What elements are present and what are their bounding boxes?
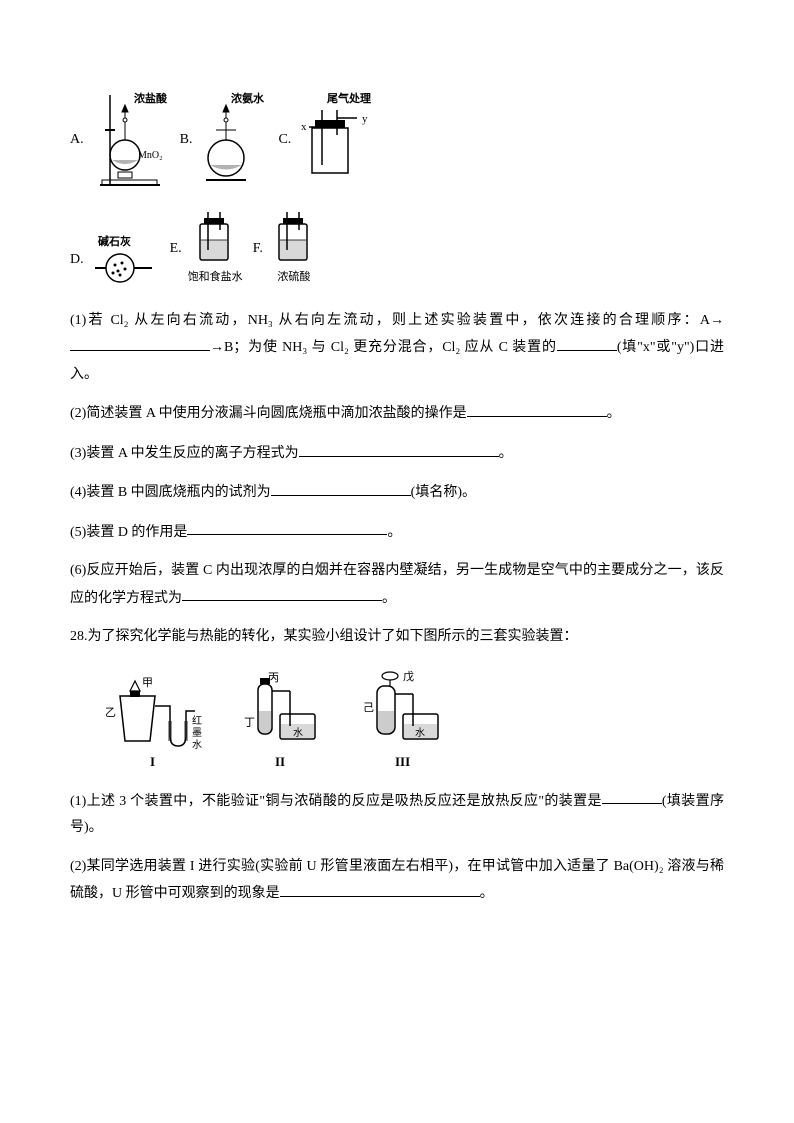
q2-blank (467, 400, 607, 417)
label-F: F. (253, 236, 263, 263)
caption-E: 饱和食盐水 (188, 267, 243, 288)
diagram-C: C. 尾气处理 x y (278, 90, 377, 190)
diagram-B: B. 浓氨水 (180, 90, 269, 190)
diagram-A: A. 浓盐酸 MnO₂ (70, 90, 170, 190)
q28-2-suffix: 。 (480, 886, 494, 901)
q5-suffix: 。 (387, 524, 401, 539)
apparatus-F: 浓硫酸 (269, 210, 319, 288)
diagram-row-2: D. 碱石灰 E. 饱和食盐水 (70, 210, 724, 288)
svg-text:III: III (395, 754, 410, 769)
device-II: 丙 丁 水 (244, 672, 315, 739)
svg-text:甲: 甲 (142, 677, 153, 689)
svg-text:I: I (150, 754, 155, 769)
svg-text:红: 红 (192, 714, 202, 727)
question-28-2: (2)某同学选用装置 I 进行实验(实验前 U 形管里液面左右相平)，在甲试管中… (70, 854, 724, 908)
q1-blank1 (70, 334, 210, 351)
apparatus-E: 饱和食盐水 (188, 210, 243, 288)
diagram-F: F. 浓硫酸 (253, 210, 319, 288)
label-nongyan: 浓盐酸 (134, 91, 168, 105)
question-1: (1)若 Cl₂ 从左向右流动，NH₃ 从右向左流动，则上述实验装置中，依次连接… (70, 308, 724, 389)
q6-prefix: (6)反应开始后，装置 C 内出现浓厚的白烟并在容器内壁凝结，另一生成物是空气中… (70, 563, 724, 605)
label-D: D. (70, 247, 84, 274)
experiment-diagram: 甲 乙 红 墨 水 丙 丁 水 戊 (100, 666, 724, 776)
svg-text:乙: 乙 (105, 706, 116, 719)
question-2: (2)简述装置 A 中使用分液漏斗向圆底烧瓶中滴加浓盐酸的操作是 。 (70, 400, 724, 427)
q28-1-blank (602, 788, 662, 805)
svg-text:II: II (275, 754, 285, 769)
caption-F: 浓硫酸 (277, 267, 310, 288)
device-III: 戊 己 水 (363, 670, 438, 739)
q1-mid: →B；为使 NH₃ 与 Cl₂ 更充分混合，Cl₂ 应从 C 装置的 (210, 340, 557, 355)
svg-text:丁: 丁 (244, 717, 255, 729)
q1-blank2 (557, 334, 617, 351)
svg-text:水: 水 (415, 727, 425, 739)
svg-text:墨: 墨 (192, 727, 202, 739)
label-jianshihui: 碱石灰 (98, 234, 131, 248)
question-6: (6)反应开始后，装置 C 内出现浓厚的白烟并在容器内壁凝结，另一生成物是空气中… (70, 558, 724, 612)
q3-blank (299, 440, 499, 457)
q3-prefix: (3)装置 A 中发生反应的离子方程式为 (70, 446, 299, 461)
label-A: A. (70, 127, 84, 154)
device-I: 甲 乙 红 墨 水 (105, 677, 202, 751)
q5-blank (187, 519, 387, 536)
label-weiqi: 尾气处理 (326, 91, 371, 105)
question-5: (5)装置 D 的作用是 。 (70, 519, 724, 546)
apparatus-A: 浓盐酸 MnO₂ (90, 90, 170, 190)
svg-text:戊: 戊 (403, 670, 414, 683)
apparatus-D: 碱石灰 (90, 233, 160, 288)
q6-blank (182, 585, 382, 602)
label-E: E. (170, 236, 182, 263)
svg-text:己: 己 (363, 702, 374, 714)
apparatus-C: 尾气处理 x y (297, 90, 377, 190)
q2-suffix: 。 (607, 406, 621, 421)
label-mno2: MnO₂ (138, 150, 163, 161)
question-28-1: (1)上述 3 个装置中，不能验证"铜与浓硝酸的反应是吸热反应还是放热反应"的装… (70, 788, 724, 842)
question-3: (3)装置 A 中发生反应的离子方程式为 。 (70, 440, 724, 467)
q1-prefix: (1)若 Cl₂ 从左向右流动，NH₃ 从右向左流动，则上述实验装置中，依次连接… (70, 313, 724, 328)
label-x: x (301, 121, 307, 133)
svg-text:水: 水 (293, 727, 303, 739)
diagram-row-1: A. 浓盐酸 MnO₂ B. 浓氨水 (70, 90, 724, 190)
diagram-E: E. 饱和食盐水 (170, 210, 243, 288)
question-28-intro: 28.为了探究化学能与热能的转化，某实验小组设计了如下图所示的三套实验装置： (70, 624, 724, 651)
svg-text:水: 水 (192, 739, 202, 751)
label-nonganshui: 浓氨水 (231, 91, 265, 105)
label-C: C. (278, 127, 291, 154)
label-y: y (362, 113, 368, 125)
q2-prefix: (2)简述装置 A 中使用分液漏斗向圆底烧瓶中滴加浓盐酸的操作是 (70, 406, 467, 421)
q28-2-blank (280, 880, 480, 897)
q4-suffix: (填名称)。 (411, 485, 476, 500)
question-4: (4)装置 B 中圆底烧瓶内的试剂为 (填名称)。 (70, 479, 724, 506)
q4-blank (271, 479, 411, 496)
q3-suffix: 。 (499, 446, 513, 461)
diagram-D: D. 碱石灰 (70, 233, 160, 288)
q28-1-prefix: (1)上述 3 个装置中，不能验证"铜与浓硝酸的反应是吸热反应还是放热反应"的装… (70, 793, 602, 808)
apparatus-B: 浓氨水 (198, 90, 268, 190)
label-B: B. (180, 127, 193, 154)
q4-prefix: (4)装置 B 中圆底烧瓶内的试剂为 (70, 485, 271, 500)
q6-suffix: 。 (382, 590, 396, 605)
q5-prefix: (5)装置 D 的作用是 (70, 524, 187, 539)
